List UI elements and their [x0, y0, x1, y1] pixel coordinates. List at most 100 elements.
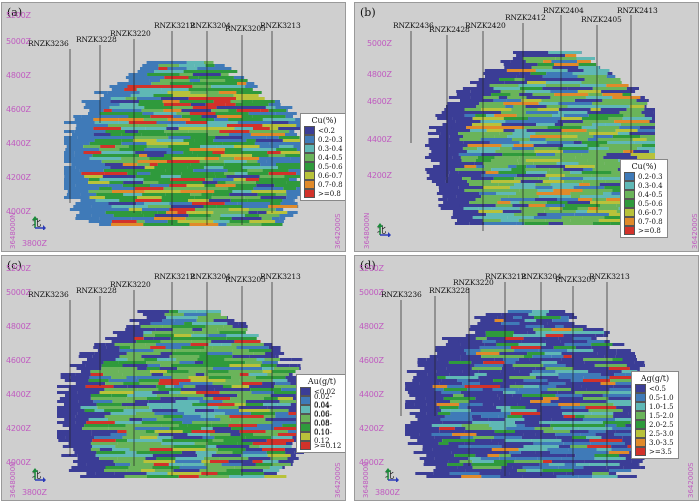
legend-label: >=3.5 [649, 447, 672, 456]
legend-item: 0.6-0.7 [624, 208, 664, 217]
legend-title: Cu(%) [631, 162, 657, 171]
panel-tag: (a) [7, 6, 23, 19]
panel-a-cu-section: (a) 5200Z 5000Z 4800Z 4600Z 4400Z 4200Z … [1, 2, 346, 252]
drillhole-label: RNZK3220 [110, 29, 151, 38]
legend-label: 1.5-2.0 [649, 411, 674, 420]
north-label: 北 [32, 471, 42, 481]
legend-item: 1.5-2.0 [635, 411, 675, 420]
z-label: 4800Z [6, 71, 31, 80]
legend-item: 1.0-1.5 [635, 402, 675, 411]
legend-rows: <0.2 0.2-0.3 0.3-0.4 0.4-0.5 0.5-0.6 0.6-0.7 0… [304, 126, 344, 198]
legend-label: 0.04-0.06 [314, 401, 332, 418]
z-label: 4000Z [359, 458, 384, 467]
legend-label: 0.5-1.0 [649, 393, 674, 402]
z-label: 3800Z [375, 488, 400, 497]
drillhole-label: RNZK3205 [555, 275, 596, 284]
legend-item: >=0.12 [300, 441, 344, 450]
legend-item: >=0.8 [624, 226, 664, 235]
legend-rows: 0.2-0.3 0.3-0.4 0.4-0.5 0.5-0.6 0.6-0.7 0.7-0… [624, 172, 664, 235]
drillhole-label: RNZK2405 [581, 15, 622, 24]
drillhole-label: RNZK3204 [190, 272, 231, 281]
coord-label-right: 3642000S [334, 462, 342, 498]
legend-item: 0.08-0.10 [300, 420, 344, 436]
legend-swatch [635, 393, 646, 402]
legend-swatch [300, 432, 311, 441]
legend: Au(g/t) <0.02 0.02-0.04 0.04-0.06 0.06-0.08… [296, 374, 345, 453]
drillhole-label: RNZK3212 [154, 272, 195, 281]
legend-label: 0.7-0.8 [318, 180, 343, 189]
z-label: 4200Z [6, 173, 31, 182]
ore-body-map-a [64, 31, 302, 226]
legend-swatch [624, 226, 635, 235]
legend: Cu(%) <0.2 0.2-0.3 0.3-0.4 0.4-0.5 0.5-0.6 0.… [300, 113, 345, 201]
z-label: 4400Z [367, 135, 392, 144]
z-label: 5000Z [367, 39, 392, 48]
legend: Cu(%) 0.2-0.3 0.3-0.4 0.4-0.5 0.5-0.6 0.6-0.… [620, 159, 668, 238]
legend-label: 0.08-0.10 [314, 419, 332, 436]
legend-swatch [304, 144, 315, 153]
coord-label-left: 3648000N [9, 461, 17, 498]
north-label: 北 [385, 471, 395, 481]
legend-item: 0.5-0.6 [304, 162, 344, 171]
z-label: 4400Z [6, 390, 31, 399]
z-label: 4400Z [6, 139, 31, 148]
legend-swatch [624, 190, 635, 199]
legend-swatch [635, 384, 646, 393]
drillhole-label: RNZK3228 [76, 286, 117, 295]
panel-tag: (b) [360, 6, 376, 19]
drillhole-label: RNZK3228 [76, 35, 117, 44]
ore-body-map-d [400, 282, 645, 478]
legend-item: 0.3-0.4 [624, 181, 664, 190]
legend-item: 0.2-0.3 [304, 135, 344, 144]
legend-item: 0.02-0.04 [300, 393, 344, 409]
legend-swatch [300, 396, 311, 405]
z-label: 4200Z [367, 171, 392, 180]
legend-swatch [304, 171, 315, 180]
panel-b-cu-section: (b) 5000Z 4800Z 4600Z 4400Z 4200Z 364800… [354, 2, 699, 252]
z-label: 5000Z [359, 288, 384, 297]
legend-label: 3.0-3.5 [649, 438, 674, 447]
legend-label: 0.5-0.6 [318, 162, 343, 171]
legend-label: 0.2-0.3 [638, 172, 663, 181]
z-label: 4400Z [359, 390, 384, 399]
legend-swatch [304, 189, 315, 198]
legend-swatch [635, 438, 646, 447]
legend-label: 0.06-0.08 [314, 410, 332, 427]
legend-item: >=0.8 [304, 189, 344, 198]
z-label: 4600Z [367, 97, 392, 106]
legend-label: 0.2-0.3 [318, 135, 343, 144]
legend-label: 0.5-0.6 [638, 199, 663, 208]
north-arrow: 北 [385, 468, 399, 482]
legend-item: 0.2-0.3 [624, 172, 664, 181]
coord-label-right: 3642000S [691, 213, 699, 249]
drillhole-label: RNZK3228 [429, 286, 470, 295]
legend-label: >=0.8 [638, 226, 661, 235]
drillhole-label: RNZK3204 [190, 21, 231, 30]
legend: Ag(g/t) <0.5 0.5-1.0 1.0-1.5 1.5-2.0 2.0-2.5… [631, 371, 679, 459]
legend-title: Ag(g/t) [640, 374, 670, 383]
drillhole-label: RNZK3205 [225, 24, 266, 33]
panel-d-ag-section: (d) 5200Z 5000Z 4800Z 4600Z 4400Z 4200Z … [354, 255, 699, 501]
legend-item: >=3.5 [635, 447, 675, 456]
legend-label: 0.3-0.4 [638, 181, 663, 190]
drillhole-label: RNZK3213 [260, 272, 301, 281]
legend-swatch [635, 411, 646, 420]
legend-item: <0.5 [635, 384, 675, 393]
legend-swatch [304, 126, 315, 135]
z-label: 4600Z [6, 105, 31, 114]
z-label: 4200Z [6, 424, 31, 433]
legend-label: 2.5-3.0 [649, 429, 674, 438]
legend-label: 0.3-0.4 [318, 144, 343, 153]
drillhole-label: RNZK3205 [225, 275, 266, 284]
legend-rows: <0.5 0.5-1.0 1.0-1.5 1.5-2.0 2.0-2.5 2.5-3.0 3… [635, 384, 675, 456]
legend-swatch [624, 199, 635, 208]
z-label: 3800Z [22, 239, 47, 248]
drillhole-label: RNZK3213 [260, 21, 301, 30]
z-label: 4000Z [6, 458, 31, 467]
legend-swatch [624, 217, 635, 226]
drillhole-label: RNZK3220 [453, 278, 494, 287]
legend-item: 2.0-2.5 [635, 420, 675, 429]
z-label: 5200Z [6, 264, 31, 273]
legend-swatch [300, 387, 311, 396]
